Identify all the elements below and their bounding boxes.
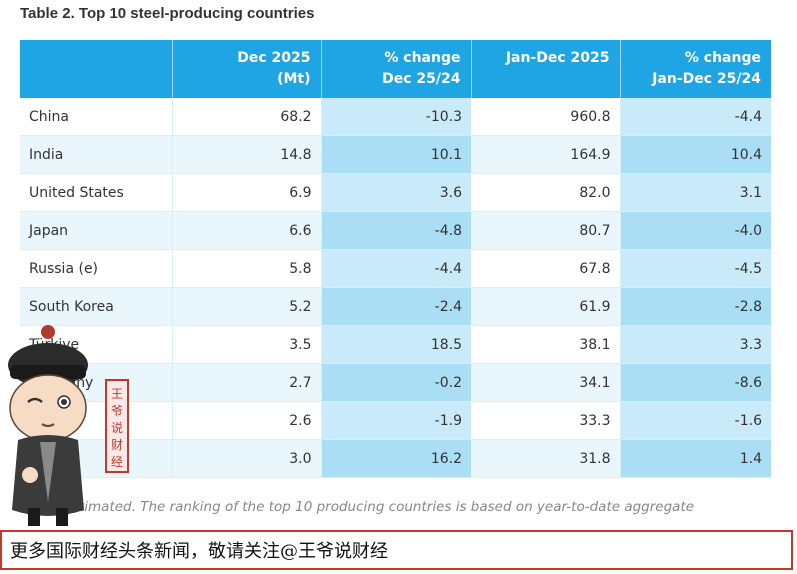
cell-change-jan-dec: 3.3 [620, 325, 771, 364]
cell-change-jan-dec: 10.4 [620, 135, 771, 174]
table-row: South Korea 5.2 -2.4 61.9 -2.8 [20, 287, 771, 326]
cell-jan-dec-2025: 67.8 [471, 249, 621, 288]
header-change-dec: % change Dec 25/24 [321, 40, 472, 98]
mascot-illustration: 王 爷 说 财 经 [8, 325, 129, 526]
cell-change-jan-dec: -2.8 [620, 287, 771, 326]
table-row: Germany 2.7 -0.2 34.1 -8.6 [20, 363, 771, 402]
cell-change-dec: -2.4 [321, 287, 471, 326]
table-row: Russia (e) 5.8 -4.4 67.8 -4.5 [20, 249, 771, 288]
svg-text:王: 王 [111, 387, 123, 401]
cell-change-dec: -4.8 [321, 211, 471, 250]
table-row: Türkiye 3.5 18.5 38.1 3.3 [20, 325, 771, 364]
header-row: Dec 2025 (Mt) % change Dec 25/24 Jan-Dec… [20, 40, 771, 98]
cell-jan-dec-2025: 61.9 [471, 287, 621, 326]
cell-change-dec: 18.5 [321, 325, 471, 364]
header-dec-2025: Dec 2025 (Mt) [172, 40, 322, 98]
header-change-dec-line1: % change [384, 50, 461, 66]
cell-dec-2025: 3.5 [172, 325, 322, 364]
cell-change-dec: -10.3 [321, 98, 471, 136]
promo-banner: 更多国际财经头条新闻，敬请关注@王爷说财经 [0, 530, 793, 570]
header-change-jan-dec: % change Jan-Dec 25/24 [620, 40, 771, 98]
cell-jan-dec-2025: 82.0 [471, 173, 621, 212]
cell-jan-dec-2025: 34.1 [471, 363, 621, 402]
svg-text:爷: 爷 [111, 404, 123, 418]
header-change-jan-dec-line2: Jan-Dec 25/24 [652, 71, 761, 87]
cell-dec-2025: 6.9 [172, 173, 322, 212]
cell-country: Japan [20, 211, 173, 250]
cell-jan-dec-2025: 33.3 [471, 401, 621, 440]
seal-stamp: 王 爷 说 财 经 [105, 379, 129, 473]
cell-dec-2025: 5.8 [172, 249, 322, 288]
cell-jan-dec-2025: 80.7 [471, 211, 621, 250]
cell-change-jan-dec: 1.4 [620, 439, 771, 478]
cell-dec-2025: 68.2 [172, 98, 322, 136]
cell-country: United States [20, 173, 173, 212]
cell-dec-2025: 6.6 [172, 211, 322, 250]
cell-change-jan-dec: -1.6 [620, 401, 771, 440]
cell-jan-dec-2025: 38.1 [471, 325, 621, 364]
header-country [20, 40, 173, 98]
cell-change-dec: -4.4 [321, 249, 471, 288]
header-jan-dec-2025-line1: Jan-Dec 2025 [505, 50, 610, 66]
cell-dec-2025: 3.0 [172, 439, 322, 478]
cell-jan-dec-2025: 31.8 [471, 439, 621, 478]
cell-change-dec: -0.2 [321, 363, 471, 402]
header-jan-dec-2025: Jan-Dec 2025 [471, 40, 621, 98]
cell-change-jan-dec: -4.5 [620, 249, 771, 288]
cell-country: India [20, 135, 173, 174]
cell-dec-2025: 2.7 [172, 363, 322, 402]
cell-country: China [20, 98, 173, 136]
mascot-body [12, 435, 84, 526]
header-dec-2025-line1: Dec 2025 [237, 50, 311, 66]
table-row: India 14.8 10.1 164.9 10.4 [20, 135, 771, 174]
svg-text:经: 经 [111, 455, 123, 469]
cell-change-dec: 10.1 [321, 135, 471, 174]
cell-dec-2025: 5.2 [172, 287, 322, 326]
steel-table: Dec 2025 (Mt) % change Dec 25/24 Jan-Dec… [20, 40, 771, 478]
mascot-hat [8, 325, 88, 387]
cell-jan-dec-2025: 960.8 [471, 98, 621, 136]
svg-text:说: 说 [111, 420, 123, 435]
header-change-jan-dec-line1: % change [684, 50, 761, 66]
cell-change-jan-dec: -4.4 [620, 98, 771, 136]
table-row: Japan 6.6 -4.8 80.7 -4.0 [20, 211, 771, 250]
cell-dec-2025: 14.8 [172, 135, 322, 174]
cell-change-dec: 16.2 [321, 439, 471, 478]
header-dec-2025-line2: (Mt) [277, 71, 311, 87]
header-change-dec-line2: Dec 25/24 [382, 71, 461, 87]
svg-text:财: 财 [111, 438, 123, 452]
cell-change-jan-dec: -8.6 [620, 363, 771, 402]
cell-country: South Korea [20, 287, 173, 326]
cell-change-dec: -1.9 [321, 401, 471, 440]
cell-change-jan-dec: -4.0 [620, 211, 771, 250]
cell-dec-2025: 2.6 [172, 401, 322, 440]
cell-change-dec: 3.6 [321, 173, 471, 212]
cell-change-jan-dec: 3.1 [620, 173, 771, 212]
table-header: Dec 2025 (Mt) % change Dec 25/24 Jan-Dec… [20, 40, 771, 98]
table-body: China 68.2 -10.3 960.8 -4.4 India 14.8 1… [20, 98, 771, 478]
header-jan-dec-2025-spacer [482, 69, 610, 90]
cell-country: Russia (e) [20, 249, 173, 288]
cell-jan-dec-2025: 164.9 [471, 135, 621, 174]
table-row: United States 6.9 3.6 82.0 3.1 [20, 173, 771, 212]
table-caption: Table 2. Top 10 steel-producing countrie… [20, 5, 315, 22]
table-row: China 68.2 -10.3 960.8 -4.4 [20, 98, 771, 136]
table-row: Brazil 2.6 -1.9 33.3 -1.6 [20, 401, 771, 440]
table-footnote: e – estimated. The ranking of the top 10… [40, 499, 695, 515]
mascot-face [9, 374, 87, 442]
